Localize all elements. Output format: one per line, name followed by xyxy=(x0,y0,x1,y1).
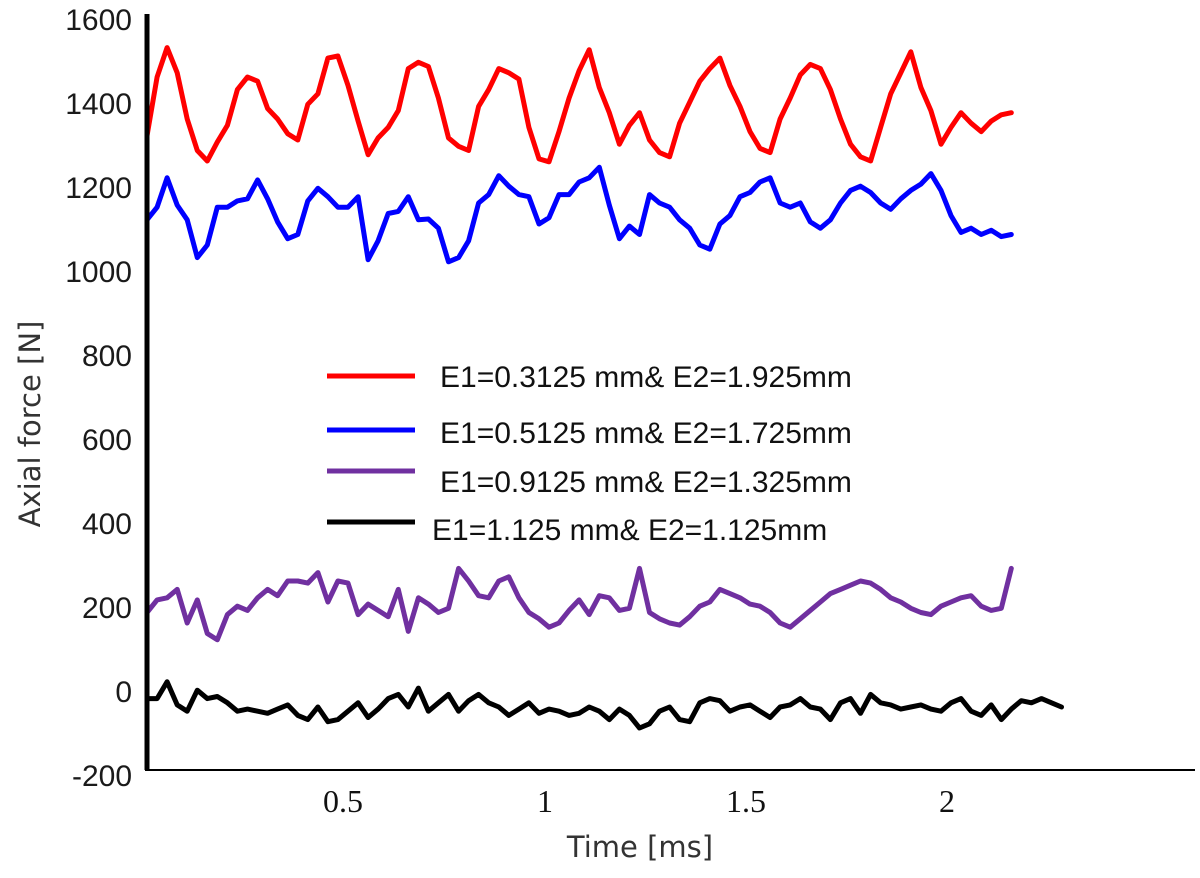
y-tick-label: 0 xyxy=(115,676,132,709)
x-tick-label: 2 xyxy=(939,783,955,819)
series-line xyxy=(144,45,1014,165)
x-tick-label: 1 xyxy=(537,783,553,819)
y-tick-label: 1000 xyxy=(65,256,132,289)
series-layer xyxy=(144,45,1064,731)
x-tick-label: 0.5 xyxy=(323,783,363,819)
y-tick-label: 1400 xyxy=(65,88,132,121)
legend-entry: E1=0.3125 mm& E2=1.925mm xyxy=(327,361,852,394)
legend-label: E1=0.9125 mm& E2=1.325mm xyxy=(440,466,852,499)
y-tick-label: 1200 xyxy=(65,172,132,205)
series-line xyxy=(144,565,1014,643)
y-tick-label: 600 xyxy=(82,424,132,457)
legend-label: E1=0.3125 mm& E2=1.925mm xyxy=(440,361,852,394)
series-line xyxy=(144,679,1064,731)
x-tick-labels: 0.5 1 1.5 2 xyxy=(323,783,955,819)
y-axis-label: Axial force [N] xyxy=(13,321,47,528)
y-tick-labels: 1600 1400 1200 1000 800 600 400 200 0 -2… xyxy=(65,4,132,793)
series-line xyxy=(144,164,1014,265)
x-tick-label: 1.5 xyxy=(726,783,766,819)
legend-entry: E1=1.125 mm& E2=1.125mm xyxy=(327,514,827,547)
x-axis-label: Time [ms] xyxy=(566,830,713,864)
y-tick-label: 400 xyxy=(82,508,132,541)
y-tick-label: 1600 xyxy=(65,4,132,37)
y-tick-label: -200 xyxy=(72,760,132,793)
legend-label: E1=1.125 mm& E2=1.125mm xyxy=(432,514,827,547)
y-tick-label: 200 xyxy=(82,592,132,625)
y-tick-label: 800 xyxy=(82,340,132,373)
legend: E1=0.3125 mm& E2=1.925mm E1=0.5125 mm& E… xyxy=(327,361,852,547)
legend-entry: E1=0.9125 mm& E2=1.325mm xyxy=(327,466,852,499)
legend-entry: E1=0.5125 mm& E2=1.725mm xyxy=(327,417,852,450)
legend-label: E1=0.5125 mm& E2=1.725mm xyxy=(440,417,852,450)
